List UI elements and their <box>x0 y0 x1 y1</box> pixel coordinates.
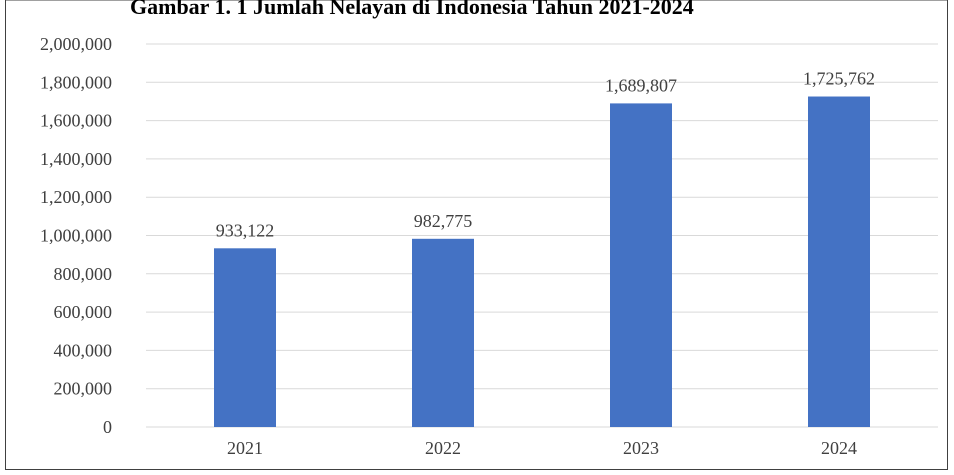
data-label: 1,689,807 <box>605 75 677 95</box>
chart-title: Gambar 1. 1 Jumlah Nelayan di Indonesia … <box>130 0 694 19</box>
y-tick-label: 200,000 <box>54 379 113 399</box>
bar <box>610 103 672 427</box>
x-tick-label: 2021 <box>227 438 263 458</box>
y-tick-label: 0 <box>103 417 112 437</box>
bar <box>214 248 276 427</box>
x-tick-label: 2024 <box>821 438 857 458</box>
y-tick-label: 1,000,000 <box>40 226 112 246</box>
y-tick-label: 800,000 <box>54 264 113 284</box>
y-tick-label: 400,000 <box>54 340 113 360</box>
chart-border <box>5 0 948 470</box>
data-label: 933,122 <box>216 220 275 240</box>
data-label: 1,725,762 <box>803 69 875 89</box>
y-tick-label: 600,000 <box>54 302 113 322</box>
bar <box>412 238 474 427</box>
x-tick-label: 2023 <box>623 438 659 458</box>
y-tick-label: 1,800,000 <box>40 72 112 92</box>
y-tick-label: 1,600,000 <box>40 111 112 131</box>
y-tick-label: 2,000,000 <box>40 34 112 54</box>
y-tick-label: 1,200,000 <box>40 187 112 207</box>
bar <box>808 96 870 428</box>
data-label: 982,775 <box>414 211 473 231</box>
x-tick-label: 2022 <box>425 438 461 458</box>
y-tick-label: 1,400,000 <box>40 149 112 169</box>
